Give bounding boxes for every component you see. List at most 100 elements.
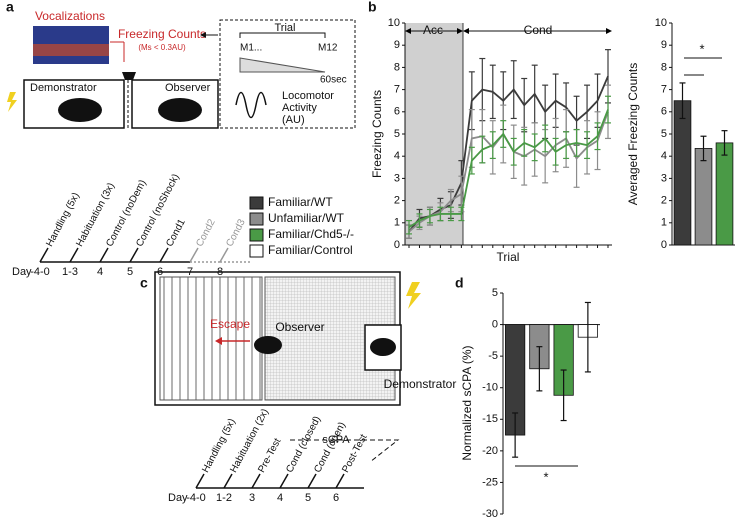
legend-swatch (249, 196, 264, 210)
timeline-tick (219, 247, 229, 263)
trial-label: Trial (275, 22, 296, 34)
bar (694, 148, 713, 246)
timeline-tick (223, 473, 233, 489)
day-value: 6 (157, 266, 163, 278)
observer: Observer (275, 320, 324, 334)
annotation: Acc (423, 23, 443, 37)
trial-box (219, 19, 356, 129)
legend-swatch (249, 244, 264, 258)
day-value: -4-0 (186, 492, 206, 504)
mouse (254, 336, 282, 354)
y-tick-label: 3 (394, 172, 400, 184)
arrowhead (463, 28, 469, 34)
observer: Observer (165, 82, 211, 94)
day-value: -4-0 (30, 266, 50, 278)
day-value: 4 (277, 492, 283, 504)
y-tick-label: -20 (482, 445, 498, 457)
mouse (58, 98, 102, 122)
locomotor: Locomotor (282, 90, 334, 102)
y-tick-label: 4 (661, 150, 667, 162)
y-axis-label: Averaged Freezing Counts (626, 63, 640, 206)
duration: 60sec (320, 75, 347, 86)
wave (235, 91, 267, 119)
step-label: Cond2 (194, 217, 218, 249)
timeline-tick (251, 473, 261, 489)
demonstrator: Demonstrator (384, 377, 457, 391)
bar (715, 142, 734, 246)
y-tick-label: 5 (394, 128, 400, 140)
locomotor: Activity (282, 102, 317, 114)
step-label: Cond3 (224, 217, 248, 249)
ramp (239, 57, 326, 73)
striped-side (159, 276, 263, 401)
annotation: Cond (524, 23, 553, 37)
locomotor: (AU) (282, 114, 305, 126)
bar (673, 100, 692, 246)
timeline-tick (99, 247, 109, 263)
scpa-bracket (290, 439, 400, 463)
y-tick-label: 4 (394, 150, 400, 162)
y-tick-label: 9 (394, 39, 400, 51)
day-value: 4 (97, 266, 103, 278)
y-tick-label: 0 (492, 318, 498, 330)
y-tick-label: -15 (482, 413, 498, 425)
legend-label: Unfamiliar/WT (268, 211, 345, 225)
vocalizations: Vocalizations (35, 9, 105, 23)
y-tick-label: 9 (661, 39, 667, 51)
series-line (408, 109, 609, 228)
y-tick-label: 8 (661, 61, 667, 73)
speaker (122, 72, 136, 80)
arrowhead (405, 28, 411, 34)
y-tick-label: 5 (661, 128, 667, 140)
y-tick-label: 5 (492, 287, 498, 299)
freezing-label: Freezing Counts (118, 27, 206, 41)
y-tick-label: -30 (482, 508, 498, 520)
day-value: 3 (249, 492, 255, 504)
y-tick-label: 0 (661, 239, 667, 251)
y-tick-label: 7 (394, 84, 400, 96)
timeline-tick (159, 247, 169, 263)
shock (406, 282, 421, 309)
day-label: Day (168, 492, 188, 504)
y-tick-label: -5 (488, 350, 498, 362)
y-axis-label: Freezing Counts (370, 90, 384, 178)
timeline-tick (129, 247, 139, 263)
panel-label: c (140, 275, 148, 291)
y-tick-label: -25 (482, 476, 498, 488)
timeline-tick (279, 473, 289, 489)
day-value: 5 (305, 492, 311, 504)
y-tick-label: 6 (661, 106, 667, 118)
m1: M1... (240, 43, 262, 54)
significance: * (699, 41, 704, 56)
step-label: Pre-Test (256, 436, 283, 474)
y-tick-label: 3 (661, 172, 667, 184)
acc-region (405, 23, 463, 245)
mouse (370, 338, 396, 356)
arrowhead (606, 28, 612, 34)
day-value: 6 (333, 492, 339, 504)
obs-box (131, 79, 219, 129)
timeline-tick (39, 247, 49, 263)
legend-swatch (249, 212, 264, 226)
timeline-tick (335, 473, 345, 489)
y-tick-label: 2 (661, 195, 667, 207)
m12: M12 (318, 43, 338, 54)
legend-label: Familiar/Chd5-/- (268, 227, 354, 241)
legend-label: Familiar/Control (268, 243, 353, 257)
day-value: 7 (187, 266, 193, 278)
panel-label: b (368, 0, 377, 15)
y-tick-label: 1 (394, 217, 400, 229)
significance-line (684, 57, 722, 76)
demo-box (23, 79, 125, 129)
mouse (158, 98, 202, 122)
day-value: 5 (127, 266, 133, 278)
scpa: sCPA (322, 434, 350, 446)
y-tick-label: 6 (394, 106, 400, 118)
y-tick-label: 2 (394, 195, 400, 207)
arrowhead (457, 28, 463, 34)
panel-label: a (6, 0, 14, 15)
y-tick-label: 1 (661, 217, 667, 229)
day-value: 1-2 (216, 492, 232, 504)
day-label: Day (12, 266, 32, 278)
y-tick-label: 7 (661, 84, 667, 96)
